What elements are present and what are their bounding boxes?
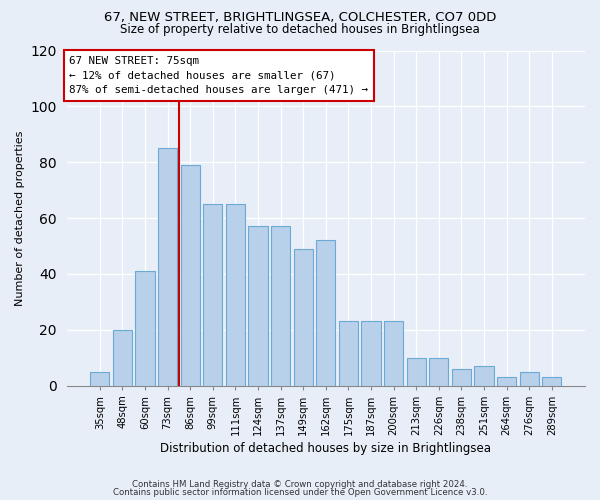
Bar: [475, 366, 494, 386]
Bar: [316, 240, 335, 386]
Bar: [407, 358, 426, 386]
Bar: [181, 165, 200, 386]
Text: 67 NEW STREET: 75sqm
← 12% of detached houses are smaller (67)
87% of semi-detac: 67 NEW STREET: 75sqm ← 12% of detached h…: [69, 56, 368, 95]
Bar: [90, 372, 109, 386]
Y-axis label: Number of detached properties: Number of detached properties: [15, 130, 25, 306]
Bar: [158, 148, 177, 386]
Text: Size of property relative to detached houses in Brightlingsea: Size of property relative to detached ho…: [120, 22, 480, 36]
Bar: [226, 204, 245, 386]
Text: Contains HM Land Registry data © Crown copyright and database right 2024.: Contains HM Land Registry data © Crown c…: [132, 480, 468, 489]
Bar: [361, 322, 380, 386]
Bar: [248, 226, 268, 386]
Bar: [203, 204, 223, 386]
Bar: [113, 330, 132, 386]
Bar: [542, 378, 562, 386]
Text: Contains public sector information licensed under the Open Government Licence v3: Contains public sector information licen…: [113, 488, 487, 497]
Bar: [339, 322, 358, 386]
Bar: [429, 358, 448, 386]
Bar: [497, 378, 516, 386]
X-axis label: Distribution of detached houses by size in Brightlingsea: Distribution of detached houses by size …: [160, 442, 491, 455]
Bar: [452, 369, 471, 386]
Bar: [293, 249, 313, 386]
Text: 67, NEW STREET, BRIGHTLINGSEA, COLCHESTER, CO7 0DD: 67, NEW STREET, BRIGHTLINGSEA, COLCHESTE…: [104, 11, 496, 24]
Bar: [271, 226, 290, 386]
Bar: [384, 322, 403, 386]
Bar: [136, 271, 155, 386]
Bar: [520, 372, 539, 386]
